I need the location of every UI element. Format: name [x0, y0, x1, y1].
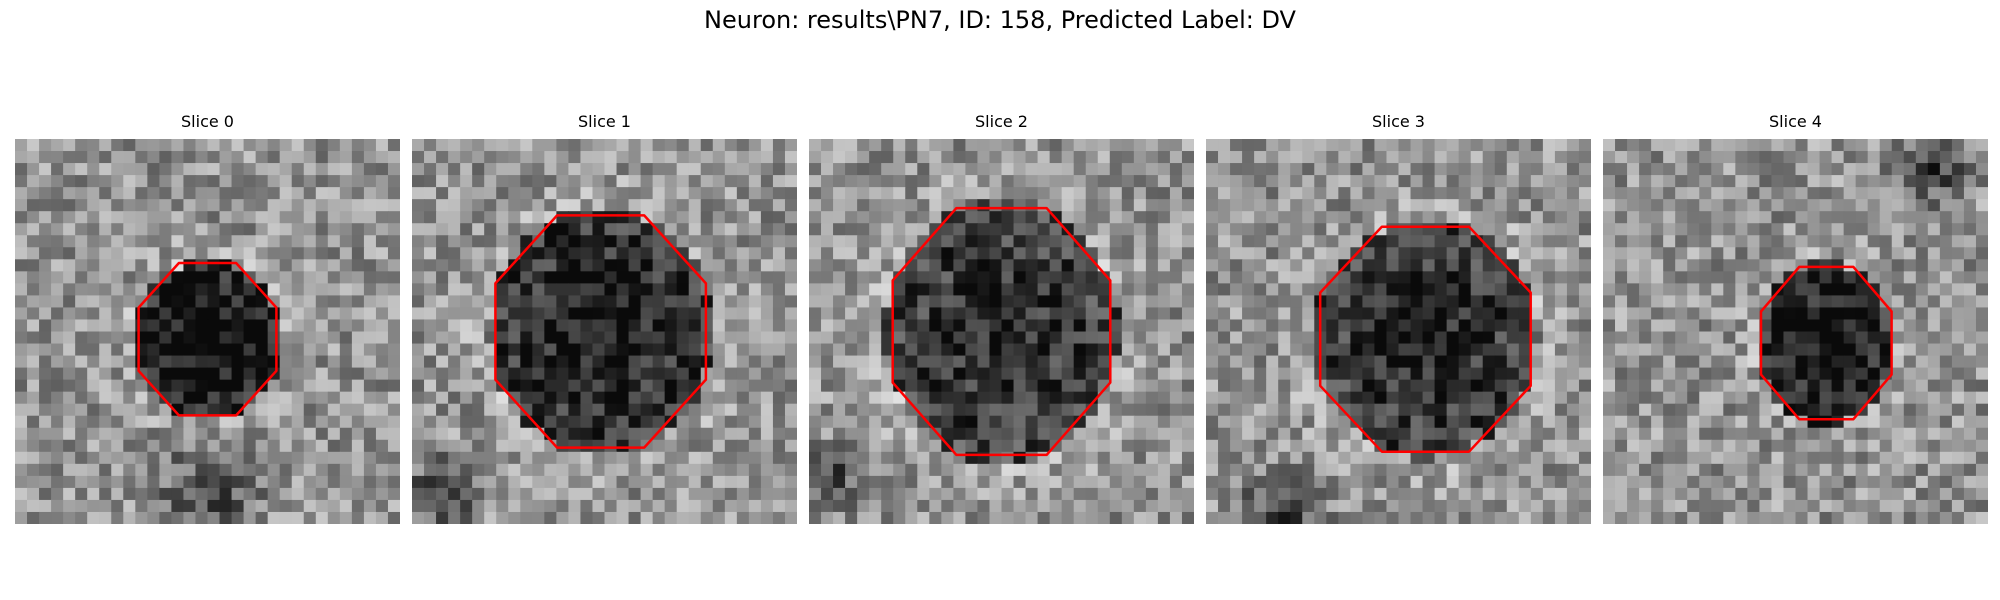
- neuron-contour: [891, 206, 1112, 457]
- figure-title: Neuron: results\PN7, ID: 158, Predicted …: [704, 6, 1296, 34]
- neuron-contour: [137, 261, 278, 417]
- slice-panel-1: Slice 1: [412, 110, 797, 524]
- slice-title: Slice 2: [975, 112, 1028, 131]
- slice-image: [1206, 139, 1591, 524]
- slice-panel-0: Slice 0: [15, 110, 400, 524]
- slice-title: Slice 0: [181, 112, 234, 131]
- neuron-contour: [1759, 265, 1893, 421]
- slice-panel-2: Slice 2: [809, 110, 1194, 524]
- slice-image: [15, 139, 400, 524]
- slice-panel-4: Slice 4: [1603, 110, 1988, 524]
- slice-image: [1603, 139, 1988, 524]
- slice-image: [809, 139, 1194, 524]
- neuron-contour: [1318, 225, 1532, 453]
- slice-image: [412, 139, 797, 524]
- slice-title: Slice 4: [1769, 112, 1822, 131]
- slice-title: Slice 3: [1372, 112, 1425, 131]
- neuron-contour: [494, 214, 708, 449]
- slice-title: Slice 1: [578, 112, 631, 131]
- slice-panel-3: Slice 3: [1206, 110, 1591, 524]
